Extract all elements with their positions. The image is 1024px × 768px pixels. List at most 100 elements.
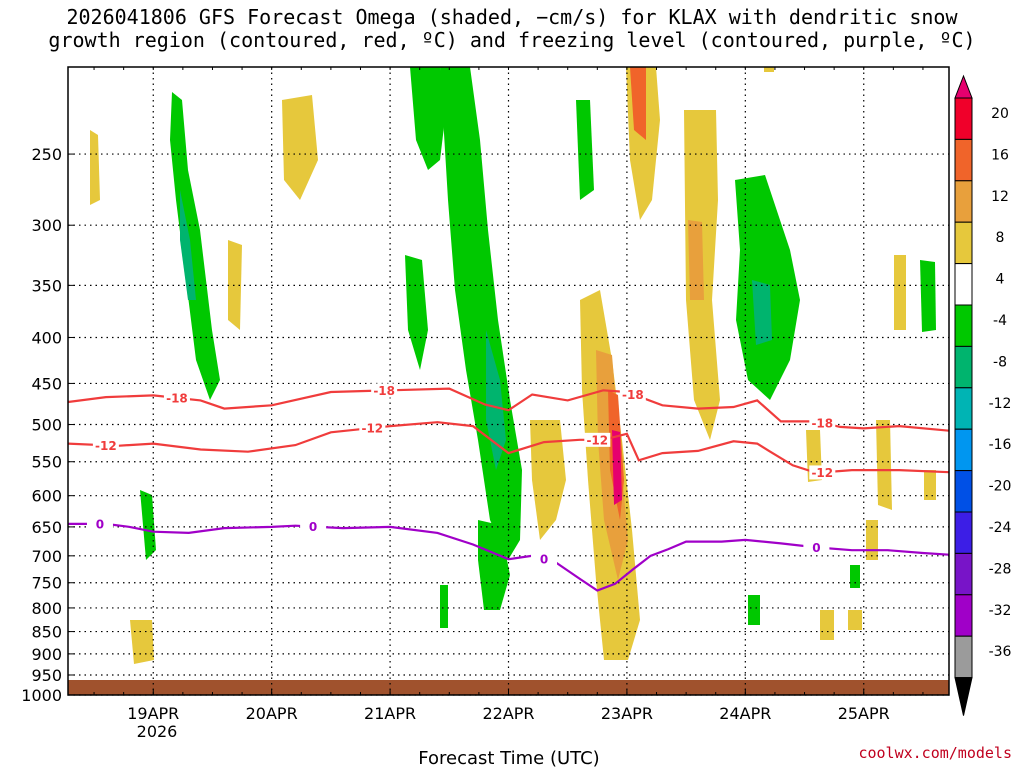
chart-title-line1: 2026041806 GFS Forecast Omega (shaded, −…	[66, 5, 958, 29]
contour-label-bg	[163, 390, 190, 405]
omega-shading	[90, 67, 936, 664]
contour-label: 0	[812, 541, 820, 555]
contour-label-bg	[584, 432, 611, 447]
colorbar-label: -20	[989, 479, 1012, 495]
y-axis: 250 300 350 400 450 500 550 600 650 700 750 800 850 9…	[21, 145, 74, 705]
omega-region	[848, 610, 862, 630]
omega-region	[894, 255, 906, 330]
colorbar-swatch	[954, 345, 973, 389]
x-axis: 19APR 20APR 21APR 22APR 23APR 24APR 25APR	[93, 67, 924, 723]
colorbar-label: -8	[993, 354, 1007, 370]
colorbar-label: -24	[989, 520, 1012, 536]
credit-link[interactable]: coolwx.com/models	[858, 744, 1012, 762]
y-tick-label: 750	[31, 574, 62, 593]
omega-region	[180, 190, 196, 300]
omega-region	[530, 420, 566, 540]
colorbar-label: 20	[991, 106, 1009, 122]
x-tick-label: 21APR	[364, 704, 416, 723]
contour-label-bg	[809, 415, 836, 430]
omega-region	[486, 330, 506, 470]
x-tick-label: 25APR	[838, 704, 890, 723]
y-tick-label: 500	[31, 416, 62, 435]
y-tick-label: 250	[31, 145, 62, 164]
y-tick-label: 300	[31, 216, 62, 235]
y-tick-label: 650	[31, 518, 62, 537]
colorbar-top-arrow	[954, 74, 973, 99]
omega-region	[440, 585, 448, 628]
y-tick-label: 700	[31, 547, 62, 566]
omega-region	[630, 67, 646, 140]
colorbar-label: -4	[993, 313, 1007, 329]
colorbar-swatch	[954, 470, 973, 513]
colorbar-swatch	[954, 97, 973, 140]
ground-surface	[68, 680, 949, 695]
x-tick-label: 22APR	[482, 704, 534, 723]
colorbar-swatch	[954, 428, 973, 472]
omega-region	[170, 92, 220, 400]
contour-label: -12	[361, 421, 383, 435]
colorbar-label: -28	[989, 561, 1012, 577]
y-tick-label: 550	[31, 453, 62, 472]
colorbar-swatch	[954, 552, 973, 596]
contour-label: -18	[373, 384, 395, 398]
colorbar-swatch	[954, 263, 973, 306]
contour-freezing_level	[68, 522, 949, 592]
contour-label-bg	[371, 383, 398, 398]
colorbar-swatch	[954, 387, 973, 430]
contour-label: -12	[811, 466, 833, 480]
y-tick-label: 450	[31, 374, 62, 393]
contour-label: -18	[622, 388, 644, 402]
omega-region	[140, 490, 156, 560]
omega-region	[876, 420, 892, 510]
omega-region	[850, 565, 860, 588]
omega-region	[688, 220, 704, 300]
chart-title-line2: growth region (contoured, red, ºC) and f…	[48, 28, 976, 52]
y-tick-label: 1000	[21, 686, 62, 705]
colorbar-swatch	[954, 180, 973, 223]
colorbar-label: 16	[991, 147, 1009, 163]
contour-label: 0	[96, 517, 104, 531]
y-tick-label: 600	[31, 487, 62, 506]
contour-label-bg	[531, 552, 558, 567]
y-tick-label: 900	[31, 645, 62, 664]
omega-region	[90, 130, 100, 205]
colorbar-swatch	[954, 138, 973, 182]
y-tick-label: 400	[31, 328, 62, 347]
colorbar-swatch	[954, 221, 973, 265]
contour-label: -18	[811, 416, 833, 430]
omega-region	[410, 67, 446, 170]
colorbar-swatch	[954, 635, 973, 679]
contour-label-bg	[86, 516, 113, 531]
colorbar-label: -16	[989, 437, 1012, 453]
omega-region	[440, 67, 522, 560]
colorbar-label: 12	[991, 189, 1009, 205]
colorbar-label: 8	[996, 230, 1005, 246]
omega-region	[820, 610, 834, 640]
contour-label-bg	[809, 465, 836, 480]
omega-region	[752, 280, 772, 345]
contour-label: -18	[166, 391, 188, 405]
contour-label-bg	[619, 387, 646, 402]
omega-region	[576, 100, 594, 200]
omega-region	[924, 470, 936, 500]
contour-label-bg	[359, 420, 386, 435]
colorbar-swatch	[954, 304, 973, 347]
omega-region	[130, 620, 154, 664]
y-tick-label: 950	[31, 666, 62, 685]
omega-region	[282, 95, 318, 200]
omega-region	[764, 67, 774, 72]
colorbar-label: -12	[989, 396, 1012, 412]
contour-label: 0	[309, 520, 317, 534]
contour-label-bg	[300, 519, 327, 534]
chart-title: 2026041806 GFS Forecast Omega (shaded, −…	[0, 6, 1024, 52]
x-tick-label: 23APR	[601, 704, 653, 723]
contour-label: 0	[540, 553, 548, 567]
contour-labels: -18 -18 -18 -18 -12 -12 -12 -12 0 0 0 0	[86, 383, 836, 567]
year-label: 2026	[137, 722, 178, 741]
x-tick-label: 24APR	[719, 704, 771, 723]
contour-label-bg	[803, 540, 830, 555]
omega-region	[920, 260, 936, 332]
contour-label-bg	[92, 438, 119, 453]
contour-label: -12	[586, 433, 608, 447]
